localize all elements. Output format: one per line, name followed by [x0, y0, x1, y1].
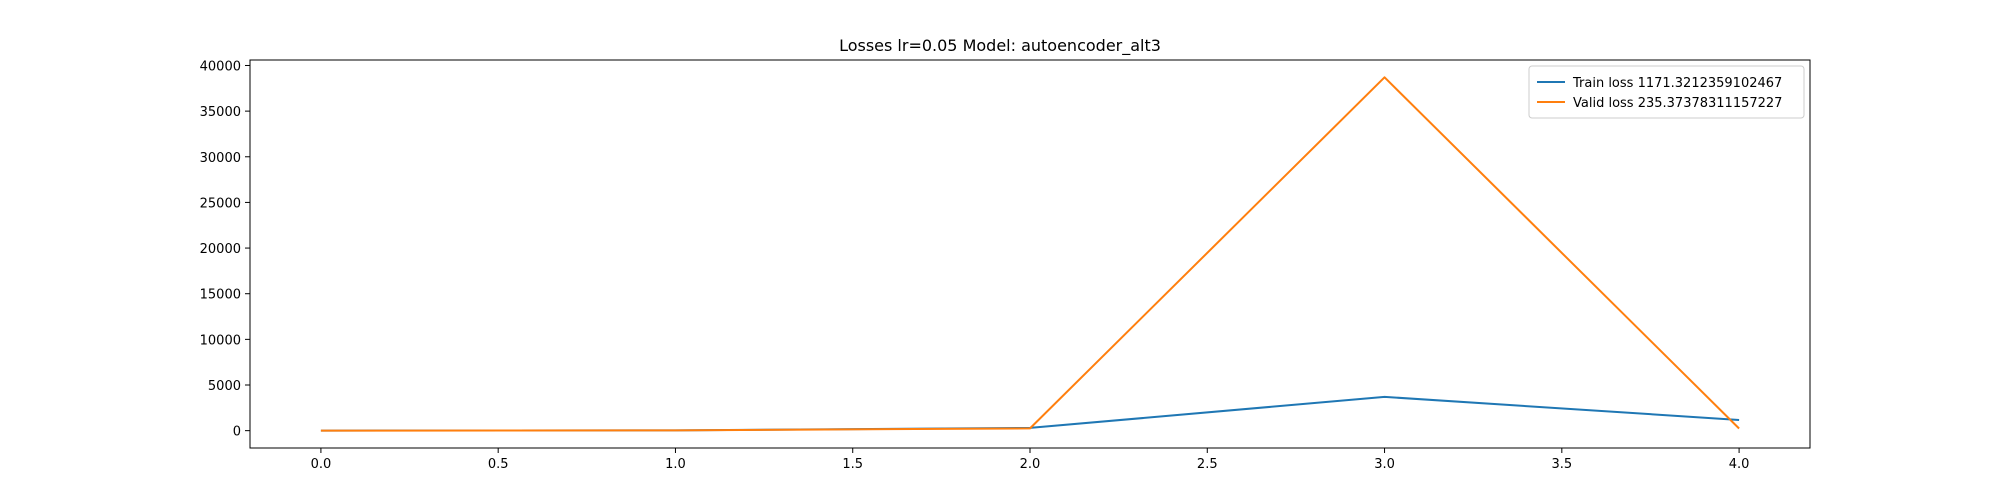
x-tick-label: 3.0 [1374, 457, 1395, 472]
y-tick-label: 15000 [200, 288, 241, 303]
x-tick-label: 3.5 [1551, 457, 1572, 472]
x-tick-label: 0.5 [488, 457, 509, 472]
legend-label: Valid loss 235.37378311157227 [1573, 96, 1782, 111]
y-axis: 0 5000 10000 15000 20000 25000 30000 35000 40000 [200, 59, 250, 440]
x-tick-label: 0.0 [311, 457, 332, 472]
x-tick-label: 2.0 [1020, 457, 1041, 472]
y-tick-label: 20000 [200, 242, 241, 257]
y-tick-label: 30000 [200, 151, 241, 166]
x-tick-label: 1.0 [665, 457, 686, 472]
x-tick-label: 2.5 [1197, 457, 1218, 472]
y-tick-label: 10000 [200, 333, 241, 348]
y-tick-label: 0 [233, 425, 241, 440]
y-tick-label: 5000 [208, 379, 241, 394]
chart-title: Losses lr=0.05 Model: autoencoder_alt3 [839, 36, 1161, 56]
legend-box [1528, 65, 1805, 119]
y-tick-label: 35000 [200, 105, 241, 120]
legend-label: Train loss 1171.3212359102467 [1572, 76, 1782, 91]
y-tick-label: 40000 [200, 59, 241, 74]
legend: Train loss 1171.3212359102467 Valid loss … [1528, 65, 1805, 119]
series-layer [320, 76, 1740, 432]
x-axis: 0.0 0.5 1.0 1.5 2.0 2.5 3.0 3.5 4.0 [311, 448, 1750, 472]
y-tick-label: 25000 [200, 196, 241, 211]
x-tick-label: 1.5 [842, 457, 863, 472]
x-tick-label: 4.0 [1729, 457, 1750, 472]
series-line-valid-loss [320, 76, 1740, 432]
